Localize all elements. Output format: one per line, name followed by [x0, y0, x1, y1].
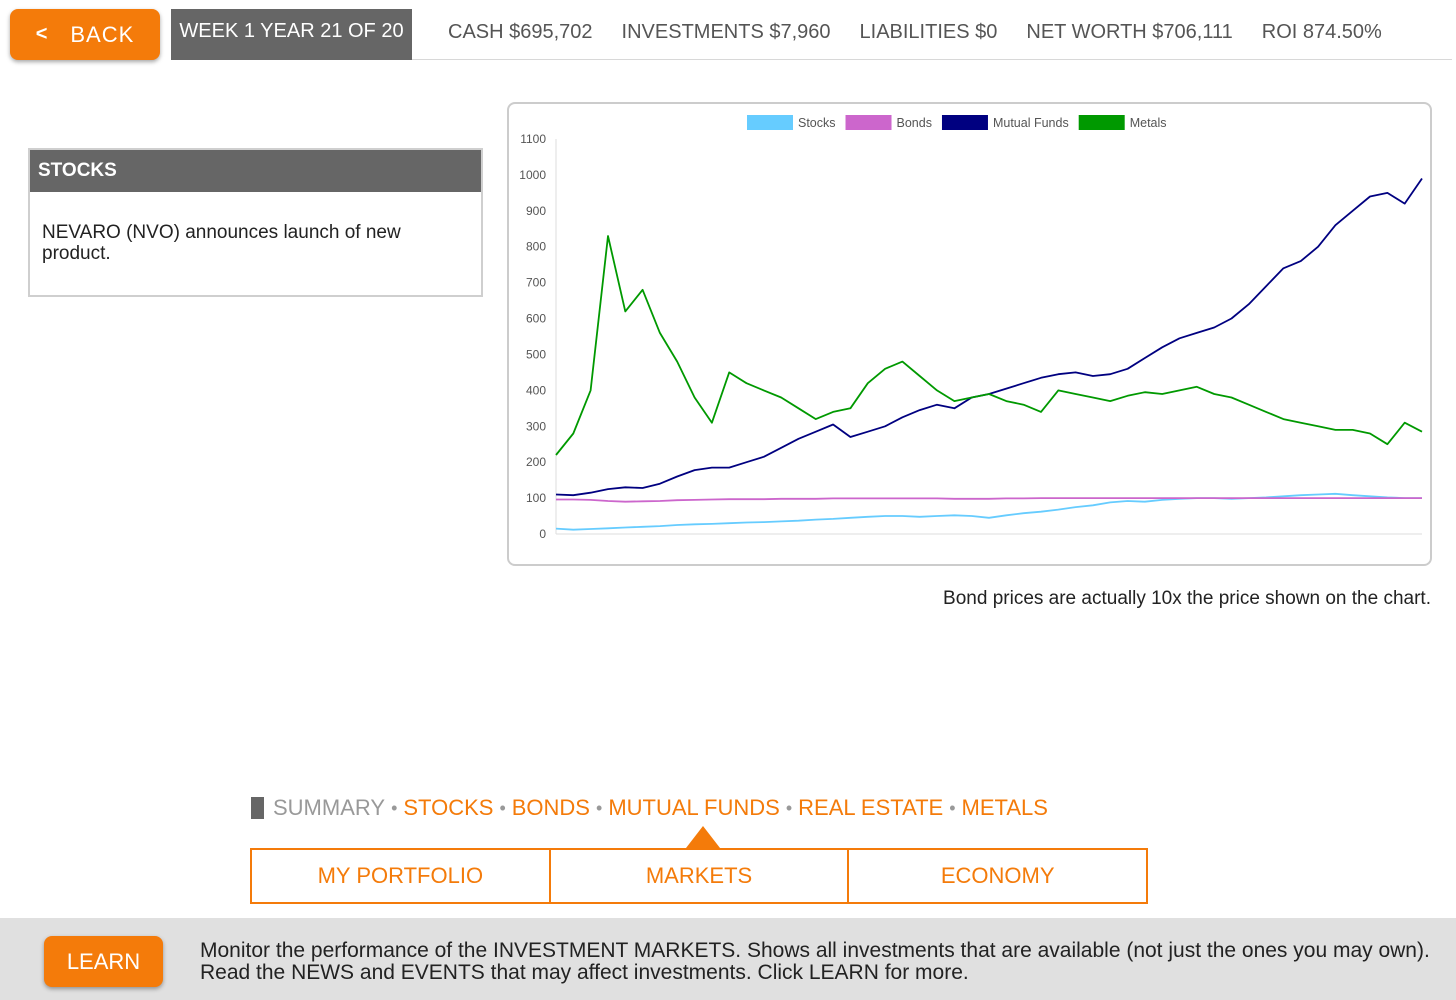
- market-chart-svg: 0 100 200 300 400 500 600 700 800 900 1000 1100 Stoc…: [509, 104, 1430, 564]
- real-estate-link[interactable]: REAL ESTATE: [798, 795, 943, 821]
- back-button[interactable]: < BACK: [10, 9, 160, 60]
- series-line-bonds: [556, 498, 1422, 502]
- legend-label: Metals: [1130, 116, 1167, 130]
- y-tick-label: 900: [526, 204, 546, 218]
- y-tick-label: 100: [526, 491, 546, 505]
- legend-swatch: [1079, 115, 1125, 130]
- y-tick-label: 800: [526, 240, 546, 254]
- y-tick-label: 1000: [519, 168, 546, 182]
- market-chart: 0 100 200 300 400 500 600 700 800 900 1000 1100 Stoc…: [507, 102, 1432, 566]
- news-text: NEVARO (NVO) announces launch of new pro…: [30, 192, 481, 264]
- separator: •: [949, 798, 955, 819]
- y-tick-label: 300: [526, 419, 546, 433]
- liabilities-stat: LIABILITIES $0: [860, 21, 998, 44]
- market-links: SUMMARY • STOCKS • BONDS • MUTUAL FUNDS …: [251, 795, 1151, 821]
- y-tick-label: 400: [526, 383, 546, 397]
- legend-swatch: [942, 115, 988, 130]
- tab-markets[interactable]: MARKETS: [551, 850, 850, 902]
- news-panel: STOCKS NEVARO (NVO) announces launch of …: [28, 148, 483, 297]
- legend-label: Mutual Funds: [993, 116, 1069, 130]
- footer-text: Monitor the performance of the INVESTMEN…: [200, 940, 1430, 984]
- main-tabs: MY PORTFOLIO MARKETS ECONOMY: [250, 848, 1148, 904]
- roi-stat: ROI 874.50%: [1262, 21, 1382, 44]
- stocks-link[interactable]: STOCKS: [403, 795, 493, 821]
- news-title: STOCKS: [30, 150, 481, 192]
- series-line-metals: [556, 236, 1422, 455]
- y-tick-label: 200: [526, 455, 546, 469]
- active-tab-pointer: [686, 826, 720, 848]
- investments-stat: INVESTMENTS $7,960: [622, 21, 831, 44]
- week-label: WEEK 1 YEAR 21 OF 20: [179, 20, 403, 43]
- y-tick-label: 600: [526, 312, 546, 326]
- learn-button[interactable]: LEARN: [44, 936, 163, 987]
- back-label: BACK: [70, 22, 134, 48]
- tab-economy[interactable]: ECONOMY: [849, 850, 1146, 902]
- legend-label: Bonds: [897, 116, 932, 130]
- cash-stat: CASH $695,702: [448, 21, 593, 44]
- tab-my-portfolio[interactable]: MY PORTFOLIO: [252, 850, 551, 902]
- net-worth-stat: NET WORTH $706,111: [1026, 21, 1232, 44]
- y-tick-label: 700: [526, 276, 546, 290]
- chart-note: Bond prices are actually 10x the price s…: [860, 588, 1431, 610]
- separator: •: [786, 798, 792, 819]
- y-tick-label: 500: [526, 347, 546, 361]
- top-bar: < BACK WEEK 1 YEAR 21 OF 20 CASH $695,70…: [0, 0, 1456, 62]
- bonds-link[interactable]: BONDS: [512, 795, 590, 821]
- metals-link[interactable]: METALS: [962, 795, 1048, 821]
- legend-swatch: [846, 115, 892, 130]
- mutual-funds-link[interactable]: MUTUAL FUNDS: [608, 795, 780, 821]
- legend-label: Stocks: [798, 116, 836, 130]
- separator: •: [499, 798, 505, 819]
- active-marker: [251, 797, 264, 819]
- separator: •: [596, 798, 602, 819]
- series-line-mutual-funds: [556, 179, 1422, 496]
- y-tick-label: 0: [539, 527, 546, 541]
- financial-stats: CASH $695,702 INVESTMENTS $7,960 LIABILI…: [412, 9, 1452, 60]
- week-indicator: WEEK 1 YEAR 21 OF 20: [171, 9, 412, 60]
- separator: •: [391, 798, 397, 819]
- summary-link[interactable]: SUMMARY: [273, 795, 385, 821]
- footer-help: LEARN Monitor the performance of the INV…: [0, 918, 1456, 1000]
- chevron-left-icon: <: [36, 23, 49, 46]
- legend-swatch: [747, 115, 793, 130]
- y-tick-label: 1100: [520, 132, 546, 146]
